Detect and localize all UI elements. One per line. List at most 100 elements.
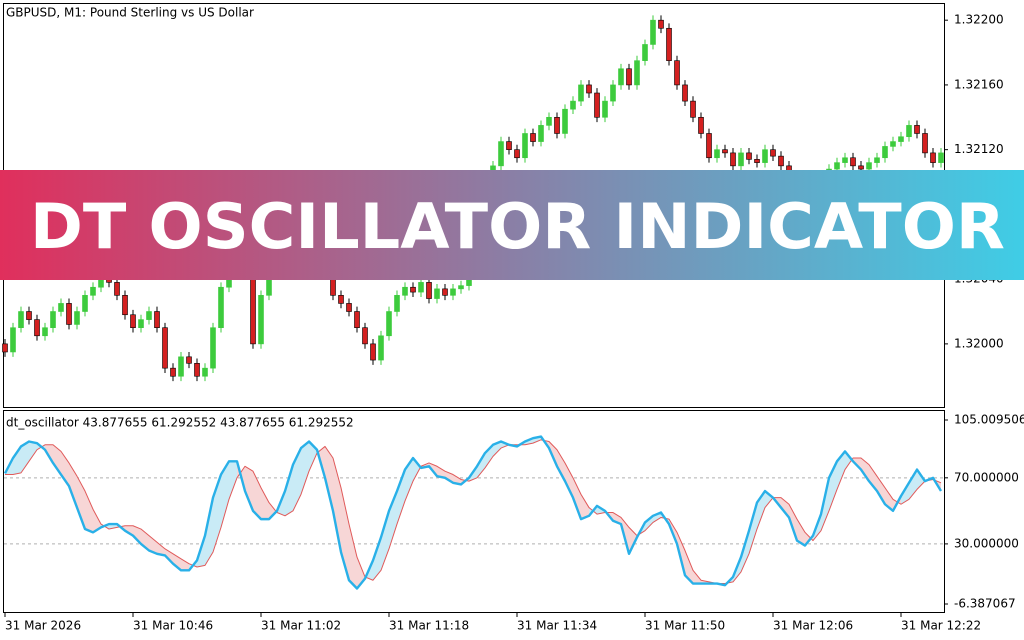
banner-title: DT OSCILLATOR INDICATOR (30, 190, 1005, 263)
candle-body (354, 311, 360, 328)
y-tick-label: -6.387067 (954, 597, 1016, 611)
candle-body (618, 68, 624, 86)
band-fill (869, 464, 877, 492)
band-fill (397, 469, 405, 525)
candle-body (690, 100, 696, 118)
candle-body (882, 146, 888, 159)
band-fill (837, 451, 845, 490)
candle-body (146, 311, 152, 320)
candle-body (82, 295, 88, 312)
candle-body (442, 288, 448, 296)
candle-body (2, 343, 8, 353)
band-fill (349, 524, 357, 589)
x-tick-label: 31 Mar 12:22 (901, 619, 981, 633)
candle-body (682, 84, 688, 102)
candle-body (346, 303, 352, 312)
candle-body (98, 278, 104, 288)
band-fill (797, 519, 805, 546)
band-fill (557, 449, 565, 482)
candle-body (378, 335, 384, 361)
candle-body (434, 288, 440, 299)
band-fill (269, 502, 277, 520)
band-fill (749, 502, 757, 554)
candle-body (90, 286, 96, 296)
candle-body (10, 327, 16, 353)
candle-body (714, 149, 720, 159)
band-fill (85, 491, 93, 533)
candle-body (514, 149, 520, 159)
candle-body (626, 68, 632, 86)
y-tick-label: 105.009506 (954, 413, 1024, 427)
band-fill (253, 471, 261, 520)
candle-body (634, 60, 640, 86)
band-fill (565, 462, 573, 498)
candle-body (562, 108, 568, 134)
candle-body (218, 286, 224, 328)
candle-body (898, 136, 904, 142)
band-fill (229, 461, 237, 500)
candle-body (186, 356, 192, 364)
band-fill (781, 497, 789, 518)
x-tick-label: 31 Mar 10:46 (133, 619, 213, 633)
candle-body (522, 133, 528, 159)
candle-body (674, 60, 680, 86)
candle-body (74, 311, 80, 325)
band-fill (293, 448, 301, 511)
y-tick-label: 1.32120 (954, 142, 1004, 156)
candle-body (586, 84, 592, 94)
candle-body (530, 133, 536, 142)
oscillator-panel (3, 410, 945, 613)
band-fill (21, 441, 29, 473)
candle-body (602, 100, 608, 118)
band-fill (573, 477, 581, 520)
band-fill (205, 497, 213, 566)
candle-body (58, 303, 64, 312)
x-tick-label: 31 Mar 11:50 (645, 619, 725, 633)
main-line (3, 435, 943, 590)
candle-body (778, 155, 784, 167)
candle-body (258, 295, 264, 345)
band-fill (93, 509, 101, 533)
candle-body (554, 116, 560, 134)
candle-body (162, 327, 168, 369)
candle-body (842, 157, 848, 163)
banner: DT OSCILLATOR INDICATOR (0, 170, 1024, 280)
candle-body (426, 282, 432, 299)
candle-body (858, 165, 864, 170)
signal-line (5, 439, 942, 585)
candle-body (138, 319, 144, 328)
candle-body (746, 152, 752, 160)
candle-body (706, 133, 712, 159)
candle-body (722, 149, 728, 154)
candle-body (154, 311, 160, 328)
candle-body (194, 363, 200, 377)
y-tick-label: 1.32160 (954, 77, 1004, 91)
y-tick-label: 1.32200 (954, 13, 1004, 27)
band-fill (845, 451, 853, 470)
band-fill (285, 464, 293, 516)
candle-body (738, 152, 744, 167)
band-fill (437, 466, 445, 478)
candle-body (906, 125, 912, 138)
band-fill (765, 491, 773, 508)
candle-body (170, 367, 176, 377)
candle-body (26, 311, 32, 320)
y-tick-label: 30.000000 (954, 536, 1019, 550)
candle-body (18, 311, 24, 328)
band-fill (13, 446, 21, 475)
candle-body (866, 162, 872, 170)
candle-body (650, 19, 656, 45)
candle-body (658, 19, 664, 29)
candle-body (762, 149, 768, 163)
oscillator-title: dt_oscillator 43.877655 61.292552 43.877… (6, 416, 354, 430)
candle-body (938, 152, 944, 163)
x-tick-label: 31 Mar 11:02 (261, 619, 341, 633)
candle-body (338, 295, 344, 304)
candle-body (578, 84, 584, 102)
x-tick-label: 31 Mar 11:34 (517, 619, 597, 633)
candle-body (874, 157, 880, 163)
candle-body (34, 319, 40, 337)
band-fill (685, 550, 693, 584)
